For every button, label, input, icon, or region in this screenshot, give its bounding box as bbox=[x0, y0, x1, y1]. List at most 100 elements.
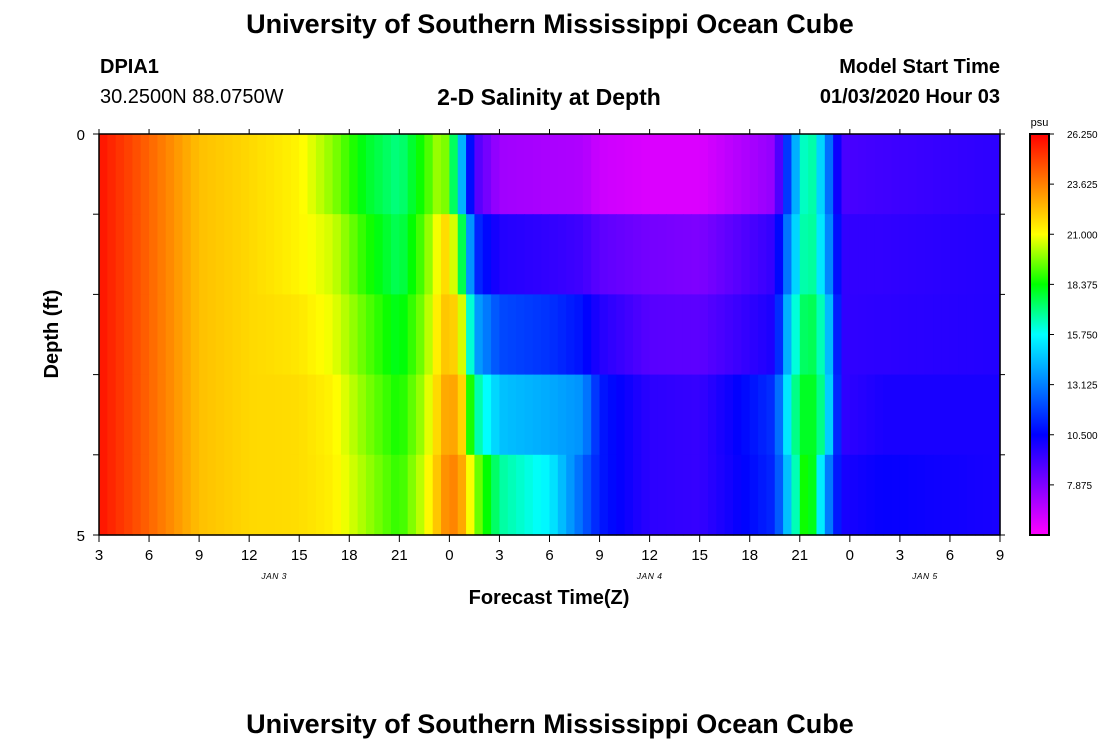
heatmap-cell bbox=[816, 374, 826, 456]
heatmap-cell bbox=[891, 134, 901, 215]
heatmap-cell bbox=[691, 374, 701, 456]
heatmap-cell bbox=[858, 134, 868, 215]
heatmap-cell bbox=[99, 294, 108, 376]
heatmap-cell bbox=[282, 214, 292, 295]
heatmap-cell bbox=[466, 294, 476, 376]
heatmap-cell bbox=[599, 214, 609, 295]
station-id: DPIA1 bbox=[100, 56, 159, 78]
heatmap-cell bbox=[157, 134, 167, 215]
heatmap-cell bbox=[574, 454, 584, 536]
heatmap-cell bbox=[290, 454, 300, 536]
heatmap-cell bbox=[532, 294, 542, 376]
heatmap-cell bbox=[491, 454, 501, 536]
heatmap-cell bbox=[182, 214, 192, 295]
heatmap-cell bbox=[182, 374, 192, 456]
heatmap-cell bbox=[115, 454, 125, 536]
heatmap-cell bbox=[190, 134, 200, 215]
heatmap-cell bbox=[299, 454, 309, 536]
heatmap-cell bbox=[332, 214, 342, 295]
heatmap-cell bbox=[783, 214, 793, 295]
heatmap-cell bbox=[307, 454, 317, 536]
heatmap-cell bbox=[924, 134, 934, 215]
heatmap-cell bbox=[657, 374, 667, 456]
heatmap-cell bbox=[958, 134, 968, 215]
x-tick-label: 9 bbox=[595, 547, 603, 564]
heatmap-cell bbox=[891, 454, 901, 536]
heatmap-cell bbox=[307, 374, 317, 456]
heatmap-cell bbox=[324, 134, 334, 215]
heatmap-cell bbox=[357, 214, 367, 295]
heatmap-cell bbox=[499, 294, 509, 376]
heatmap-cell bbox=[132, 134, 142, 215]
heatmap-cell bbox=[390, 454, 400, 536]
heatmap-cell bbox=[174, 374, 184, 456]
heatmap-cell bbox=[140, 214, 150, 295]
heatmap-cell bbox=[524, 214, 534, 295]
heatmap-cell bbox=[799, 134, 809, 215]
heatmap-cell bbox=[249, 134, 259, 215]
heatmap-cell bbox=[416, 454, 425, 536]
heatmap-cell bbox=[699, 374, 709, 456]
heatmap-cell bbox=[716, 294, 726, 376]
heatmap-cell bbox=[240, 294, 250, 376]
colorbar-gradient bbox=[1029, 133, 1050, 536]
heatmap-cell bbox=[441, 454, 450, 536]
heatmap-cell bbox=[799, 454, 809, 536]
heatmap-cell bbox=[699, 294, 709, 376]
heatmap-cell bbox=[349, 134, 359, 215]
heatmap-cell bbox=[708, 374, 717, 456]
heatmap-cell bbox=[516, 214, 526, 295]
x-tick-label: 15 bbox=[291, 547, 308, 564]
heatmap-cell bbox=[499, 454, 509, 536]
heatmap-cell bbox=[774, 134, 784, 215]
heatmap-cell bbox=[107, 294, 117, 376]
heatmap-cell bbox=[249, 294, 259, 376]
heatmap-cell bbox=[649, 454, 659, 536]
heatmap-cell bbox=[958, 294, 968, 376]
x-axis-label: Forecast Time(Z) bbox=[469, 587, 630, 609]
x-tick-label: 9 bbox=[195, 547, 203, 564]
heatmap-cell bbox=[290, 294, 300, 376]
heatmap-cell bbox=[482, 294, 492, 376]
heatmap-cell bbox=[457, 214, 467, 295]
heatmap-cell bbox=[149, 214, 158, 295]
heatmap-cell bbox=[390, 294, 400, 376]
heatmap-cell bbox=[224, 214, 234, 295]
heatmap-cell bbox=[390, 214, 400, 295]
heatmap-cell bbox=[382, 294, 392, 376]
heatmap-cell bbox=[507, 454, 517, 536]
heatmap-cell bbox=[866, 454, 876, 536]
heatmap-cell bbox=[199, 134, 209, 215]
heatmap-cell bbox=[607, 454, 617, 536]
date-label: JAN 4 bbox=[636, 571, 663, 581]
heatmap-cell bbox=[724, 454, 734, 536]
colorbar-tick-label: 23.625 bbox=[1067, 180, 1098, 191]
heatmap-cell bbox=[516, 374, 526, 456]
heatmap-cell bbox=[599, 454, 609, 536]
heatmap-cell bbox=[866, 294, 876, 376]
heatmap-cell bbox=[257, 214, 267, 295]
heatmap-cell bbox=[632, 294, 642, 376]
heatmap-cell bbox=[774, 214, 784, 295]
heatmap-cell bbox=[566, 134, 576, 215]
heatmap-cell bbox=[833, 294, 843, 376]
x-tick-label: 6 bbox=[946, 547, 954, 564]
heatmap-cell bbox=[474, 374, 484, 456]
heatmap-cell bbox=[716, 134, 726, 215]
heatmap-cell bbox=[566, 454, 576, 536]
salinity-chart: 3 6 9 12 15 18 21 0 3 6 9 12 15 18 21 0 3 6 9 JAN 3 JAN 4 JAN… bbox=[41, 117, 1098, 609]
heatmap-cell bbox=[983, 374, 993, 456]
heatmap-cell bbox=[466, 214, 476, 295]
heatmap-cell bbox=[449, 454, 459, 536]
heatmap-cell bbox=[958, 374, 968, 456]
heatmap-cell bbox=[174, 214, 184, 295]
heatmap-cell bbox=[607, 374, 617, 456]
heatmap-cell bbox=[741, 134, 751, 215]
heatmap-cell bbox=[466, 374, 476, 456]
heatmap-cell bbox=[749, 454, 759, 536]
heatmap-cell bbox=[407, 454, 417, 536]
heatmap-cell bbox=[666, 214, 676, 295]
heatmap-cell bbox=[507, 374, 517, 456]
heatmap-cell bbox=[983, 454, 993, 536]
heatmap-cell bbox=[399, 294, 409, 376]
